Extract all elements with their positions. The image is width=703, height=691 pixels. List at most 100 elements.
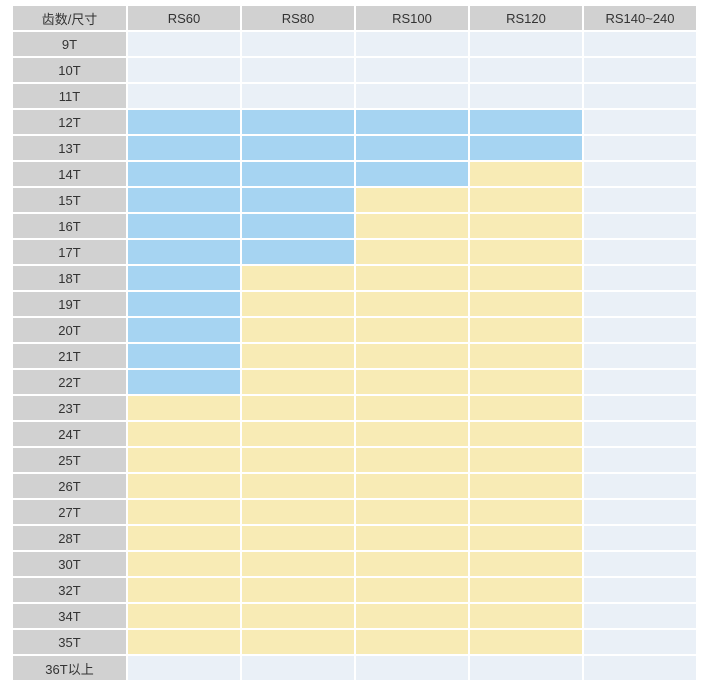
matrix-cell xyxy=(470,110,582,134)
table-row: 14T xyxy=(13,162,696,186)
row-label: 27T xyxy=(13,500,126,524)
matrix-cell xyxy=(242,500,354,524)
matrix-cell xyxy=(356,474,468,498)
table-row: 34T xyxy=(13,604,696,628)
matrix-cell xyxy=(242,292,354,316)
matrix-cell xyxy=(128,266,240,290)
matrix-cell xyxy=(128,58,240,82)
table-row: 28T xyxy=(13,526,696,550)
matrix-cell xyxy=(242,578,354,602)
matrix-cell xyxy=(356,500,468,524)
matrix-cell xyxy=(128,578,240,602)
matrix-cell xyxy=(356,552,468,576)
matrix-cell xyxy=(470,292,582,316)
matrix-cell xyxy=(470,162,582,186)
table-row: 16T xyxy=(13,214,696,238)
column-header: RS60 xyxy=(128,6,240,30)
matrix-cell xyxy=(584,604,696,628)
matrix-cell xyxy=(584,422,696,446)
matrix-cell xyxy=(470,214,582,238)
matrix-cell xyxy=(356,344,468,368)
matrix-cell xyxy=(128,656,240,680)
row-label: 35T xyxy=(13,630,126,654)
matrix-cell xyxy=(584,58,696,82)
table-row: 23T xyxy=(13,396,696,420)
matrix-cell xyxy=(356,110,468,134)
matrix-cell xyxy=(470,136,582,160)
matrix-cell xyxy=(356,370,468,394)
row-label: 20T xyxy=(13,318,126,342)
matrix-cell xyxy=(356,396,468,420)
matrix-cell xyxy=(128,448,240,472)
table-row: 20T xyxy=(13,318,696,342)
table-row: 21T xyxy=(13,344,696,368)
table-row: 26T xyxy=(13,474,696,498)
matrix-cell xyxy=(128,500,240,524)
matrix-cell xyxy=(584,110,696,134)
matrix-cell xyxy=(128,474,240,498)
matrix-cell xyxy=(242,58,354,82)
table-row: 10T xyxy=(13,58,696,82)
matrix-cell xyxy=(242,318,354,342)
matrix-cell xyxy=(128,318,240,342)
matrix-cell xyxy=(584,188,696,212)
row-label: 14T xyxy=(13,162,126,186)
matrix-cell xyxy=(128,604,240,628)
matrix-cell xyxy=(584,474,696,498)
matrix-cell xyxy=(128,110,240,134)
table-row: 18T xyxy=(13,266,696,290)
row-label: 28T xyxy=(13,526,126,550)
matrix-cell xyxy=(128,214,240,238)
matrix-cell xyxy=(242,526,354,550)
matrix-cell xyxy=(584,396,696,420)
matrix-cell xyxy=(356,58,468,82)
matrix-cell xyxy=(584,370,696,394)
matrix-cell xyxy=(356,266,468,290)
matrix-cell xyxy=(128,552,240,576)
matrix-cell xyxy=(584,162,696,186)
row-label: 34T xyxy=(13,604,126,628)
matrix-cell xyxy=(584,344,696,368)
matrix-cell xyxy=(470,552,582,576)
row-label: 11T xyxy=(13,84,126,108)
header-row: 齿数/尺寸 RS60 RS80 RS100 RS120 RS140~240 xyxy=(13,6,696,30)
matrix-cell xyxy=(356,318,468,342)
matrix-cell xyxy=(470,630,582,654)
matrix-cell xyxy=(470,604,582,628)
table-row: 32T xyxy=(13,578,696,602)
column-header: RS120 xyxy=(470,6,582,30)
column-header: RS140~240 xyxy=(584,6,696,30)
table-row: 27T xyxy=(13,500,696,524)
matrix-cell xyxy=(242,32,354,56)
matrix-cell xyxy=(242,448,354,472)
matrix-cell xyxy=(470,526,582,550)
matrix-cell xyxy=(470,422,582,446)
row-label: 17T xyxy=(13,240,126,264)
row-label: 16T xyxy=(13,214,126,238)
matrix-cell xyxy=(470,318,582,342)
matrix-cell xyxy=(242,214,354,238)
matrix-cell xyxy=(470,266,582,290)
matrix-cell xyxy=(470,448,582,472)
matrix-cell xyxy=(242,240,354,264)
matrix-cell xyxy=(356,136,468,160)
table-row: 9T xyxy=(13,32,696,56)
matrix-cell xyxy=(128,292,240,316)
matrix-cell xyxy=(470,32,582,56)
matrix-cell xyxy=(356,32,468,56)
matrix-cell xyxy=(584,448,696,472)
matrix-cell xyxy=(584,240,696,264)
matrix-cell xyxy=(242,370,354,394)
matrix-cell xyxy=(584,136,696,160)
availability-table: 齿数/尺寸 RS60 RS80 RS100 RS120 RS140~240 9T 10T 1… xyxy=(11,4,698,682)
row-label: 13T xyxy=(13,136,126,160)
matrix-cell xyxy=(584,526,696,550)
row-label: 25T xyxy=(13,448,126,472)
matrix-cell xyxy=(470,58,582,82)
matrix-cell xyxy=(356,162,468,186)
matrix-cell xyxy=(242,188,354,212)
row-label: 9T xyxy=(13,32,126,56)
matrix-cell xyxy=(356,188,468,212)
row-label: 26T xyxy=(13,474,126,498)
